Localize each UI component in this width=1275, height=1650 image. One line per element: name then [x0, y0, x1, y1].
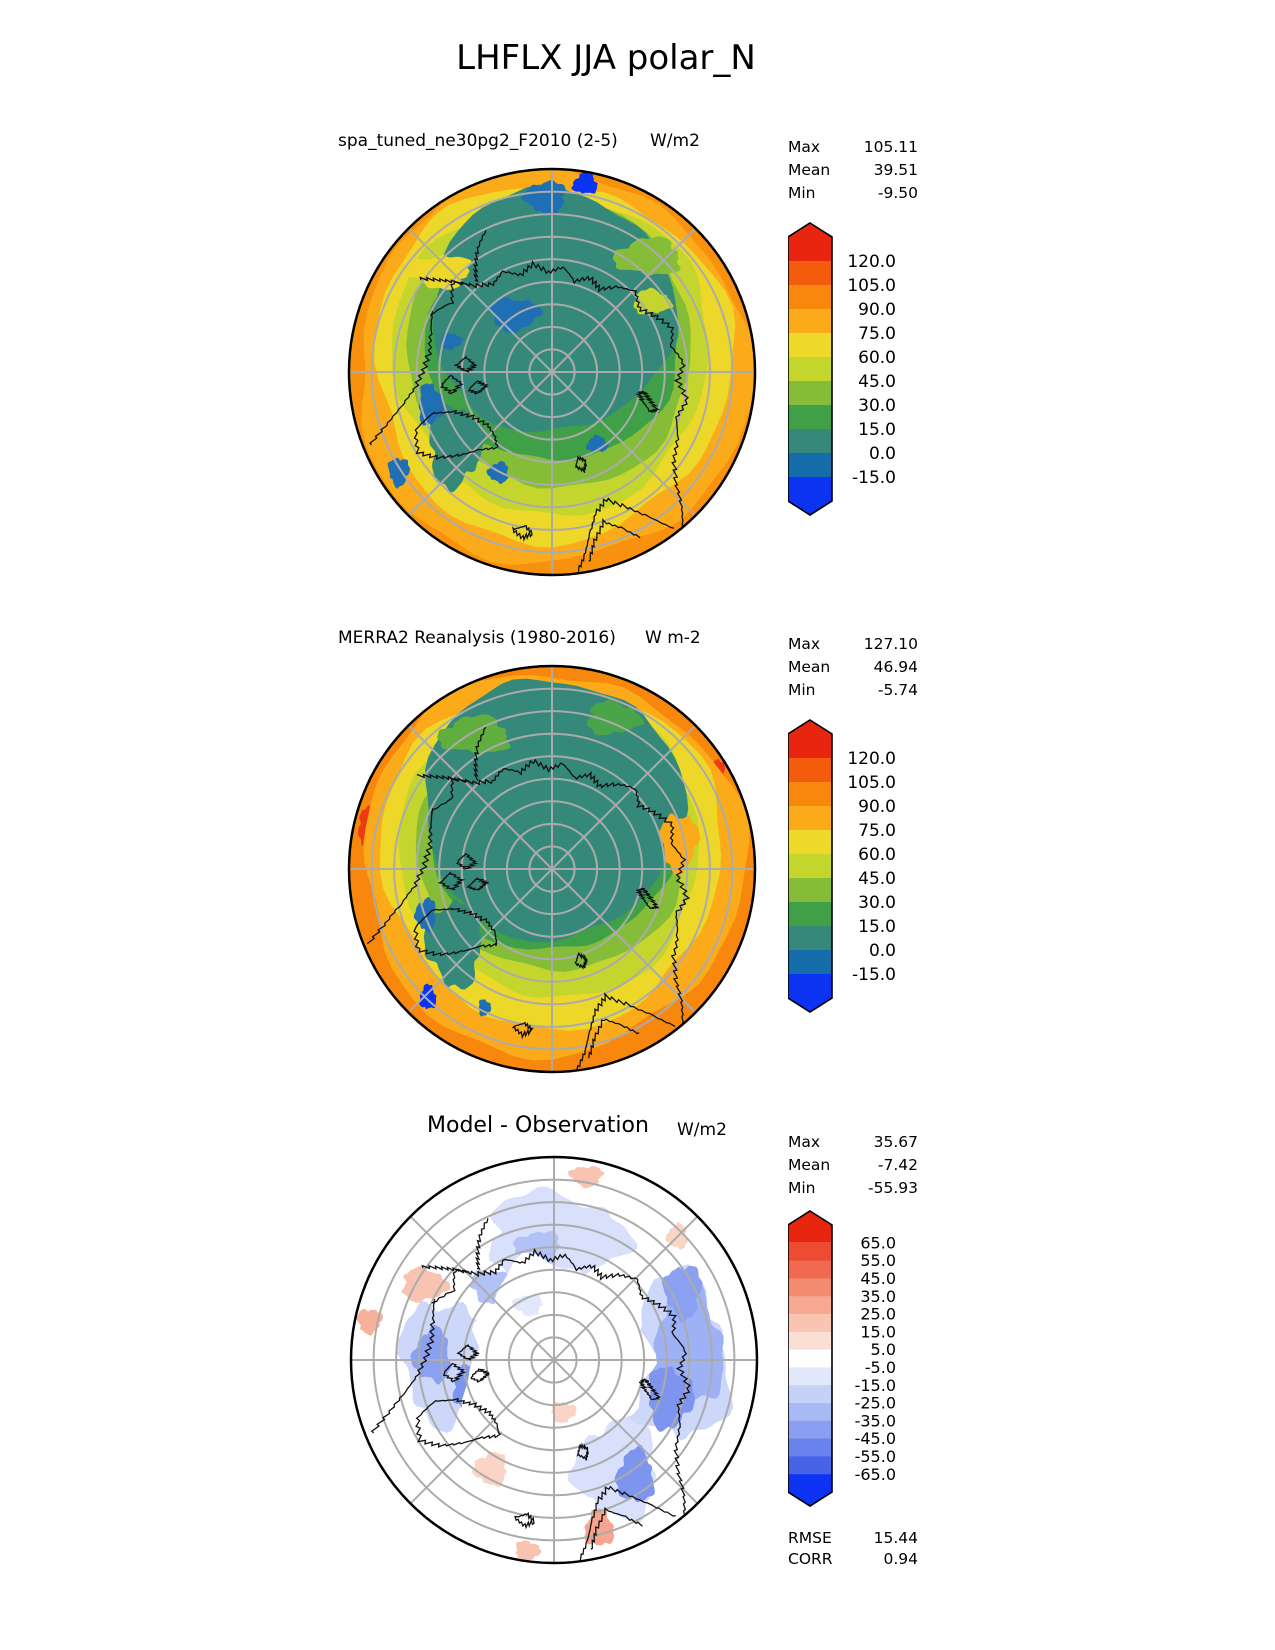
colorbar-tick-label: 90.0 [858, 300, 896, 320]
colorbar-tick-label: 5.0 [871, 1340, 896, 1359]
stat-value: 105.11 [863, 138, 918, 156]
stat-value: -9.50 [877, 184, 918, 202]
colorbar-tick-label: 15.0 [858, 420, 896, 440]
colorbar-tick-label: 105.0 [847, 276, 896, 296]
colorbar-tick-label: -45.0 [855, 1429, 896, 1448]
panel-model-subtitle: spa_tuned_ne30pg2_F2010 (2-5) [338, 131, 618, 151]
panel-obs-colorbar: 120.0 105.0 90.0 75.0 60.0 45.0 30.0 15.0 0.0 -15… [788, 719, 896, 1013]
colorbar-tick-label: 25.0 [860, 1305, 896, 1324]
colorbar-tick-label: 35.0 [860, 1287, 896, 1306]
metrics-block: RMSE 15.44 CORR 0.94 [788, 1528, 918, 1570]
colorbar-tick-label: 45.0 [858, 372, 896, 392]
stat-row: Min -5.74 [788, 679, 918, 702]
stat-row: Max 105.11 [788, 136, 918, 159]
panel-model-colorbar: 120.0 105.0 90.0 75.0 60.0 45.0 30.0 15.0 0.0 -15… [788, 222, 896, 516]
colorbar-tick-label: -15.0 [852, 468, 896, 488]
stat-row: Mean 39.51 [788, 159, 918, 182]
stat-row: Max 127.10 [788, 633, 918, 656]
metric-label: CORR [788, 1550, 833, 1568]
stat-value: 35.67 [873, 1133, 918, 1151]
colorbar-tick-label: -5.0 [865, 1358, 896, 1377]
colorbar-tick-label: 45.0 [860, 1269, 896, 1288]
stat-label: Mean [788, 161, 831, 179]
colorbar-tick-label: 105.0 [847, 773, 896, 793]
panel-diff-colorbar: 65.055.045.035.025.015.05.0-5.0-15.0-25.… [788, 1210, 896, 1507]
panel-diff-subtitle: Model - Observation [427, 1113, 649, 1138]
panel-diff-map [349, 1155, 759, 1565]
panel-obs-map [347, 664, 757, 1074]
colorbar-tick-label: 120.0 [847, 252, 896, 272]
stat-row: Min -9.50 [788, 182, 918, 205]
colorbar-tick-label: -55.0 [855, 1447, 896, 1466]
metric-value: 0.94 [883, 1550, 918, 1568]
colorbar-tick-label: 45.0 [858, 869, 896, 889]
colorbar-tick-label: -65.0 [855, 1465, 896, 1484]
colorbar-tick-label: 90.0 [858, 797, 896, 817]
colorbar-tick-label: 0.0 [869, 941, 896, 961]
stat-value: 46.94 [873, 658, 918, 676]
panel-diff-units: W/m2 [677, 1120, 727, 1140]
colorbar-tick-label: 75.0 [858, 324, 896, 344]
colorbar-tick-label: 0.0 [869, 444, 896, 464]
panel-obs-units: W m-2 [645, 628, 701, 648]
colorbar-tick-label: 15.0 [860, 1322, 896, 1341]
colorbar-tick-label: -15.0 [855, 1376, 896, 1395]
stat-label: Mean [788, 658, 831, 676]
metric-value: 15.44 [873, 1529, 918, 1547]
coastlines [366, 726, 691, 1071]
coastlines [370, 1218, 692, 1563]
stat-label: Max [788, 635, 821, 653]
panel-model-map [347, 167, 757, 577]
panel-model-stats: Max 105.11 Mean 39.51 Min -9.50 [788, 136, 918, 205]
colorbar-tick-label: -35.0 [855, 1411, 896, 1430]
metric-row: CORR 0.94 [788, 1549, 918, 1570]
colorbar-tick-label: -25.0 [855, 1394, 896, 1413]
stat-label: Max [788, 1133, 821, 1151]
colorbar-tick-label: 30.0 [858, 893, 896, 913]
colorbar-tick-label: 60.0 [858, 845, 896, 865]
stat-label: Max [788, 138, 821, 156]
metric-row: RMSE 15.44 [788, 1528, 918, 1549]
colorbar-tick-label: 55.0 [860, 1251, 896, 1270]
metric-label: RMSE [788, 1529, 832, 1547]
stat-value: 39.51 [873, 161, 918, 179]
stat-value: -55.93 [868, 1179, 918, 1197]
stat-label: Min [788, 681, 816, 699]
stat-label: Min [788, 184, 816, 202]
stat-value: -5.74 [877, 681, 918, 699]
panel-obs-stats: Max 127.10 Mean 46.94 Min -5.74 [788, 633, 918, 702]
panel-diff-stats: Max 35.67 Mean -7.42 Min -55.93 [788, 1131, 918, 1200]
stat-row: Min -55.93 [788, 1177, 918, 1200]
colorbar-tick-label: 15.0 [858, 917, 896, 937]
colorbar-tick-label: 60.0 [858, 348, 896, 368]
stat-row: Mean -7.42 [788, 1154, 918, 1177]
stat-label: Mean [788, 1156, 831, 1174]
colorbar-tick-label: -15.0 [852, 965, 896, 985]
panel-obs-subtitle: MERRA2 Reanalysis (1980-2016) [338, 628, 616, 648]
stat-row: Mean 46.94 [788, 656, 918, 679]
coastlines [369, 230, 690, 575]
colorbar-tick-label: 120.0 [847, 749, 896, 769]
colorbar-tick-label: 75.0 [858, 821, 896, 841]
stat-value: -7.42 [877, 1156, 918, 1174]
stat-row: Max 35.67 [788, 1131, 918, 1154]
colorbar-tick-label: 65.0 [860, 1233, 896, 1252]
colorbar-tick-label: 30.0 [858, 396, 896, 416]
panel-model-units: W/m2 [650, 131, 700, 151]
stat-value: 127.10 [863, 635, 918, 653]
figure-title: LHFLX JJA polar_N [456, 38, 756, 78]
stat-label: Min [788, 1179, 816, 1197]
